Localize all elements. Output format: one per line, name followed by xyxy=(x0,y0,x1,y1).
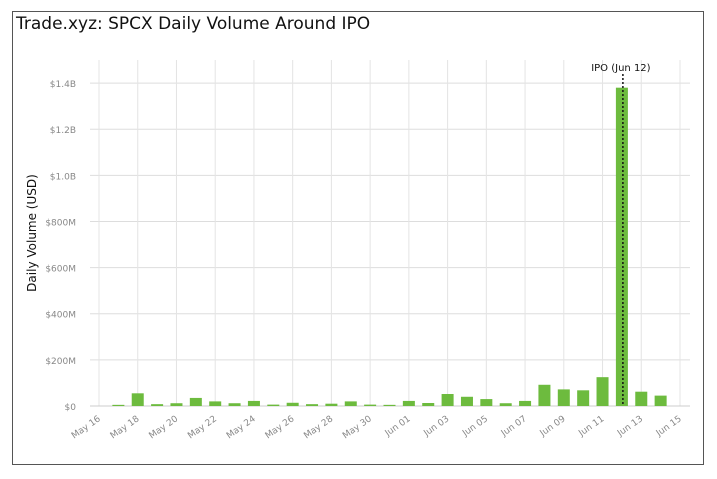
x-tick-label: May 20 xyxy=(147,414,180,441)
x-tick-label: May 18 xyxy=(109,414,142,441)
bar xyxy=(422,403,435,406)
bar xyxy=(635,391,648,406)
bar xyxy=(654,395,667,406)
bar xyxy=(189,397,202,406)
y-tick-label: $600M xyxy=(45,265,76,275)
x-tick-label: May 16 xyxy=(70,414,103,441)
bar xyxy=(228,403,241,406)
x-tick-label: May 22 xyxy=(186,414,219,441)
x-tick-label: Jun 03 xyxy=(422,414,452,439)
annotations: IPO (Jun 12) xyxy=(591,63,651,406)
bar xyxy=(306,404,319,406)
bar xyxy=(557,389,570,406)
bar xyxy=(538,384,551,406)
x-tick-label: May 26 xyxy=(264,414,297,441)
y-tick-label: $800M xyxy=(45,218,76,228)
bar xyxy=(131,393,144,406)
bar xyxy=(615,87,628,407)
x-tick-label: May 24 xyxy=(225,414,258,441)
y-tick-label: $0 xyxy=(65,403,77,413)
bar xyxy=(325,403,338,406)
x-tick-label: Jun 05 xyxy=(460,414,490,439)
bar xyxy=(364,404,377,406)
y-gridlines xyxy=(90,82,690,407)
bar xyxy=(170,403,183,406)
y-tick-label: $200M xyxy=(45,357,76,367)
bar xyxy=(151,404,164,406)
x-tick-label: May 30 xyxy=(341,414,374,441)
y-tick-label: $400M xyxy=(45,311,76,321)
x-tick-label: Jun 15 xyxy=(654,414,684,439)
bar xyxy=(499,403,512,406)
y-tick-label: $1.2B xyxy=(50,126,76,136)
x-tick-label: Jun 07 xyxy=(499,414,529,439)
bar xyxy=(286,402,299,406)
chart-frame xyxy=(12,11,704,465)
bar xyxy=(441,394,454,406)
bar xyxy=(209,401,222,406)
bar xyxy=(596,377,609,406)
bar xyxy=(267,404,280,406)
bar xyxy=(519,400,532,406)
bar xyxy=(577,390,590,406)
y-tick-label: $1.0B xyxy=(50,172,76,182)
bar-series xyxy=(112,87,667,407)
chart-title: Trade.xyz: SPCX Daily Volume Around IPO xyxy=(16,14,371,34)
bar xyxy=(480,399,493,406)
x-tick-label: Jun 01 xyxy=(383,414,413,439)
bar xyxy=(402,400,415,406)
ipo-annotation-label: IPO (Jun 12) xyxy=(591,63,650,74)
bar xyxy=(344,401,357,406)
x-tick-label: May 28 xyxy=(302,414,335,441)
bar xyxy=(460,396,473,406)
x-tick-label: Jun 09 xyxy=(538,414,568,439)
x-tick-labels: May 16 May 18 May 20 May 22 May 24 May 26 May … xyxy=(70,414,684,441)
x-gridlines xyxy=(90,60,690,407)
y-tick-labels: $0 $200M $400M $600M $800M $1.0B $1.2B $1.4B xyxy=(45,80,76,413)
y-axis-label: Daily Volume (USD) xyxy=(25,174,39,292)
x-tick-label: Jun 11 xyxy=(576,414,606,439)
bar xyxy=(112,404,125,406)
x-tick-label: Jun 13 xyxy=(615,414,645,439)
bar xyxy=(247,400,260,406)
y-tick-label: $1.4B xyxy=(50,80,76,90)
bar xyxy=(383,404,396,406)
